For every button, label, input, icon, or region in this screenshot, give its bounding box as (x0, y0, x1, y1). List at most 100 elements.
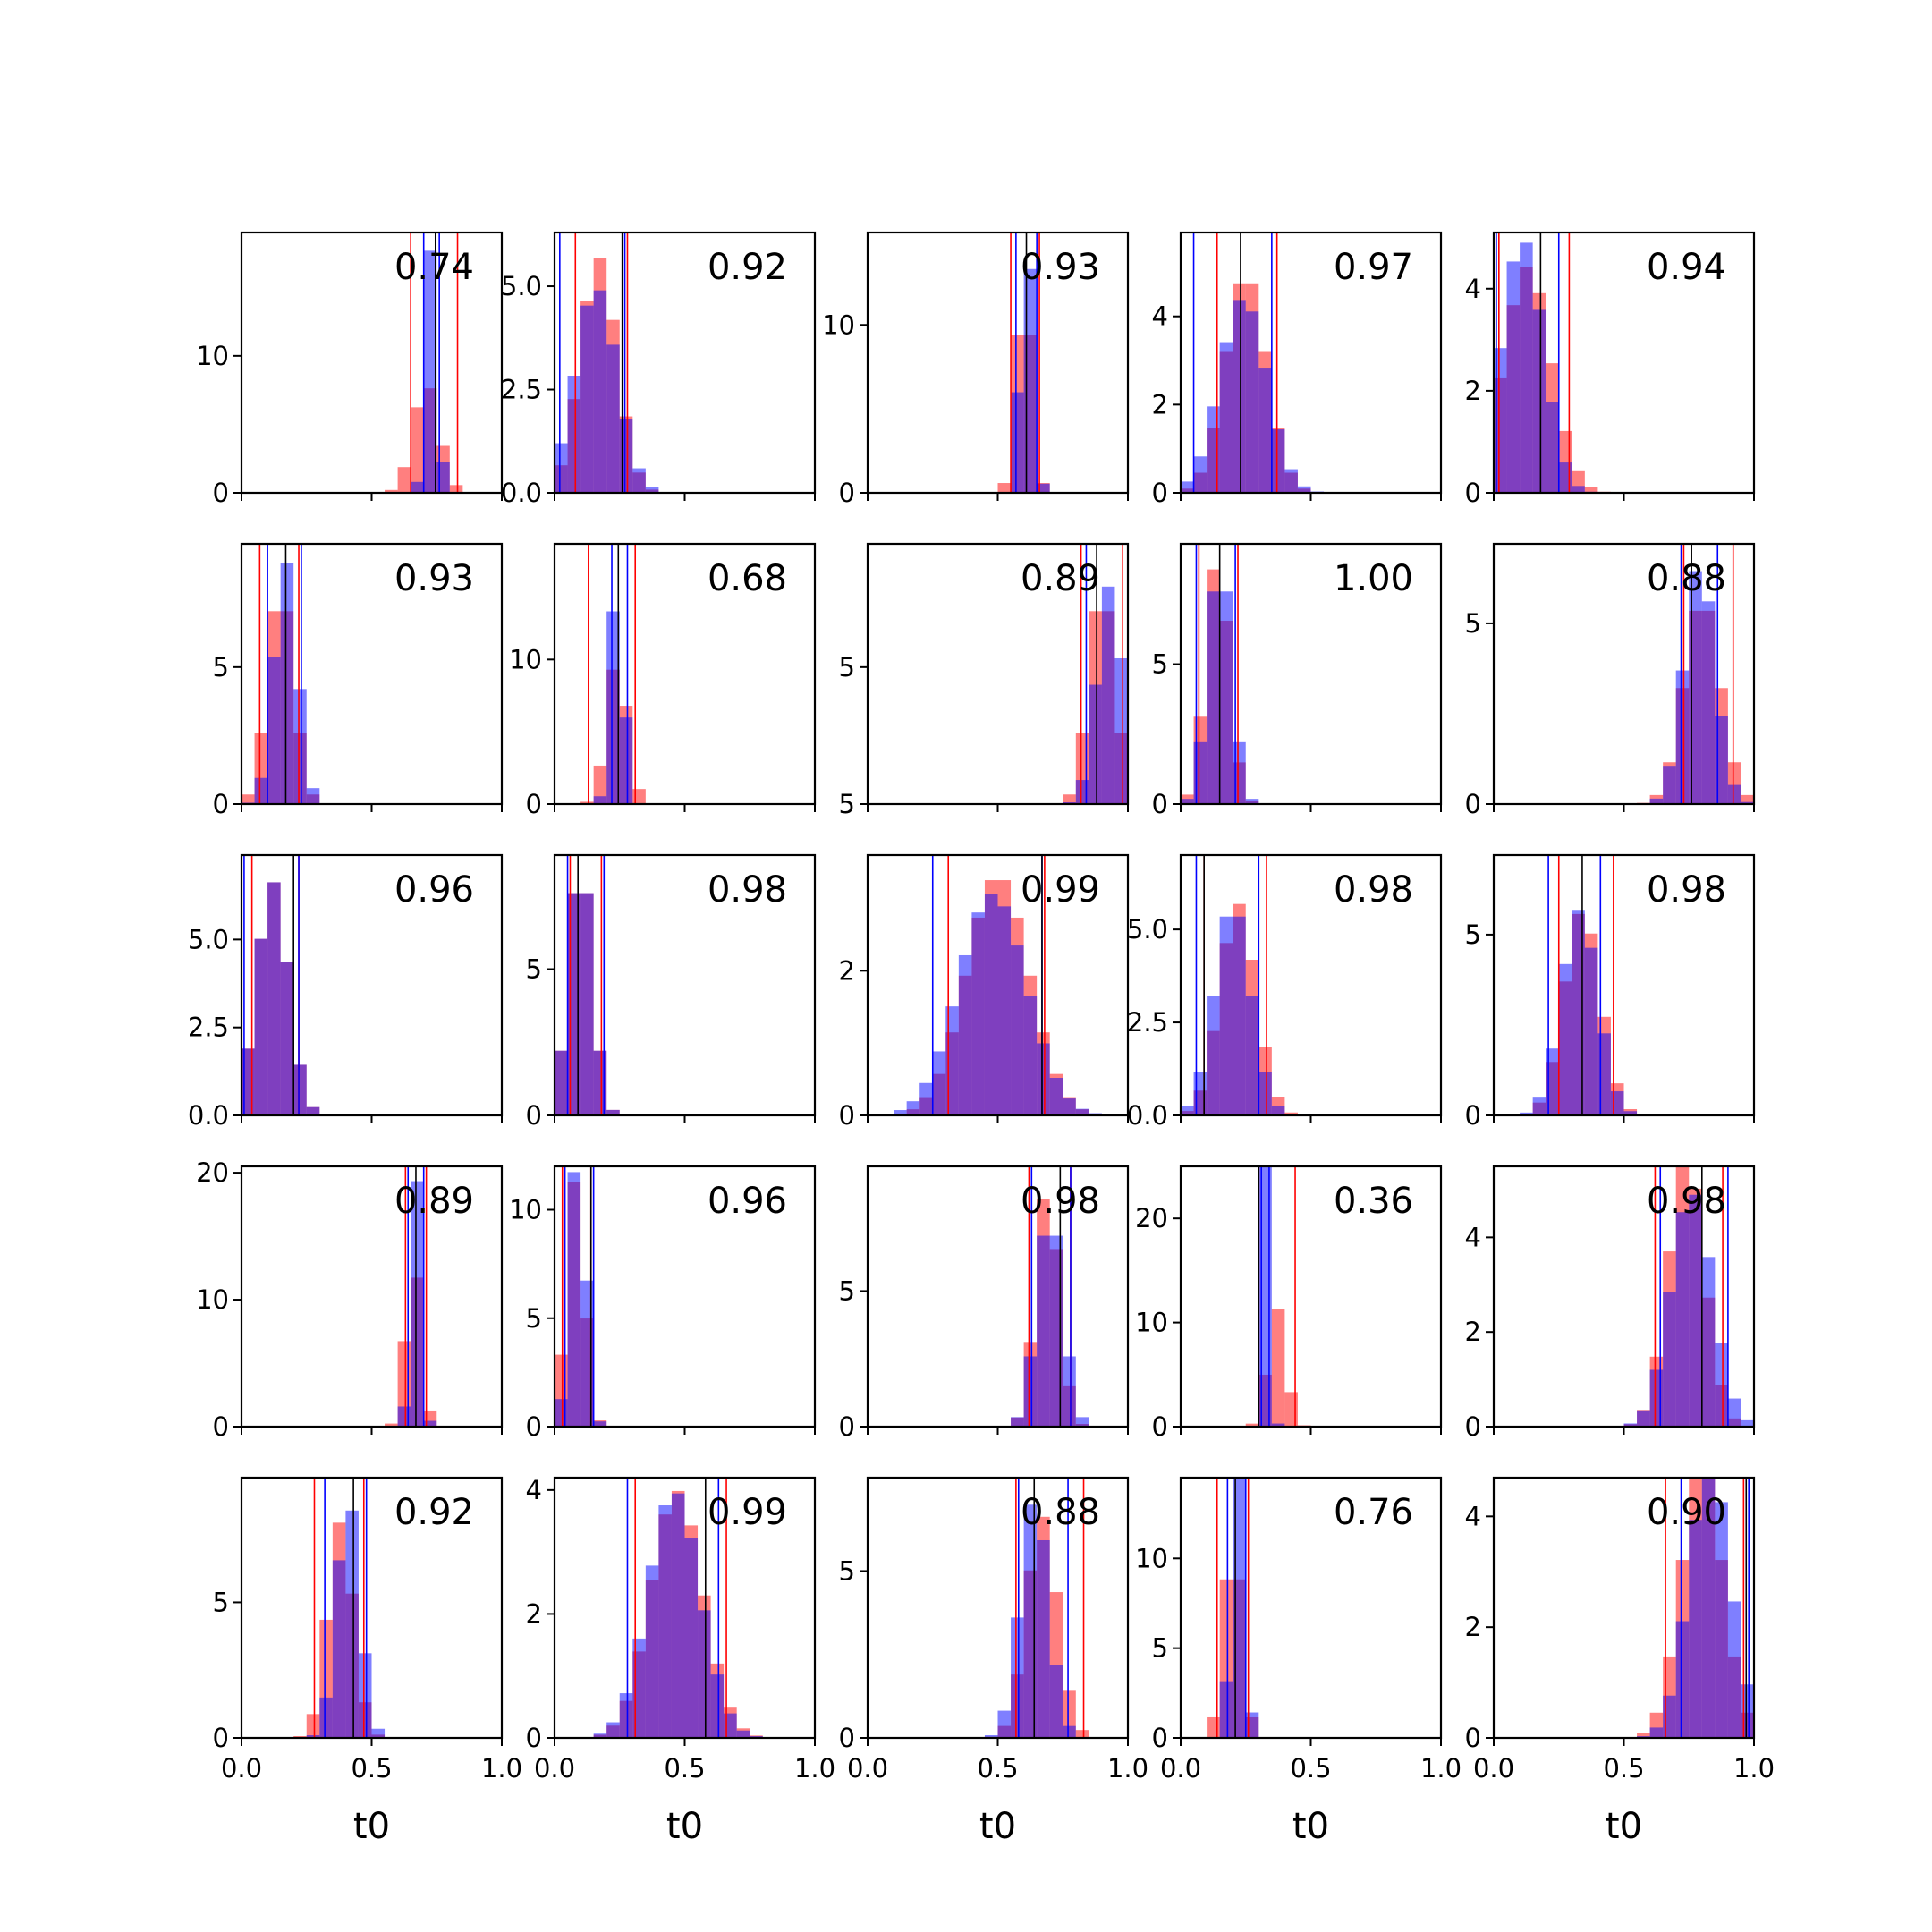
blue-histogram-bar (1520, 1112, 1533, 1115)
blue-histogram-bar (932, 1051, 946, 1115)
blue-histogram-bar (423, 1420, 437, 1427)
red-histogram-bar (997, 483, 1012, 493)
subplot-r4-c2: 0 5 10 0.96 (509, 1165, 817, 1442)
blue-histogram-bar (1271, 1106, 1285, 1115)
blue-histogram-bar (1075, 1417, 1089, 1427)
blue-histogram-bar (306, 788, 320, 804)
blue-histogram-bar (606, 1109, 620, 1115)
blue-histogram-bar (984, 894, 998, 1115)
blue-histogram-bar (1023, 1356, 1038, 1427)
x-tick-label: 0.5 (977, 1753, 1018, 1784)
subplot-r3-c3: 020.99 (839, 853, 1130, 1131)
coverage-score: 0.98 (1647, 869, 1726, 911)
blue-histogram-bar (1101, 586, 1115, 804)
blue-histogram-bar (684, 1538, 699, 1738)
x-tick-label: 0.5 (1290, 1753, 1331, 1784)
blue-histogram-bar (1727, 1601, 1741, 1738)
x-axis-label: t0 (979, 1806, 1016, 1847)
coverage-score: 0.98 (1021, 1181, 1100, 1222)
blue-histogram-bar (1297, 486, 1311, 493)
y-tick-label: 0 (1465, 478, 1481, 508)
red-histogram-bar (580, 801, 594, 804)
red-histogram-bar (1584, 487, 1598, 493)
y-tick-label: 0 (1465, 789, 1481, 819)
y-tick-label: 2 (1465, 1317, 1481, 1347)
blue-histogram-bar (293, 689, 307, 804)
blue-histogram-bar (1701, 1257, 1716, 1427)
y-tick-label: 5 (1465, 919, 1481, 950)
blue-histogram-bar (1637, 1410, 1650, 1427)
blue-histogram-bar (1011, 945, 1024, 1115)
y-tick-label: 0 (1465, 1411, 1481, 1442)
y-tick-label: 5 (839, 1275, 855, 1306)
blue-histogram-bar (593, 1421, 607, 1427)
blue-histogram-bar (1284, 469, 1298, 493)
subplot-r1-c4: 0 2 4 0.97 (1152, 231, 1443, 508)
blue-histogram-bar (984, 1734, 998, 1738)
blue-histogram-bar (1245, 996, 1259, 1115)
red-histogram-bar (449, 485, 463, 493)
coverage-score: 0.76 (1334, 1492, 1413, 1533)
x-tick-label: 1.0 (794, 1753, 835, 1784)
blue-histogram-bar (1715, 1502, 1728, 1738)
x-tick-label: 0.0 (221, 1753, 262, 1784)
y-tick-label: 0 (839, 1100, 855, 1131)
blue-histogram-bar (1207, 996, 1220, 1115)
x-tick-label: 1.0 (1420, 1753, 1462, 1784)
y-tick-label: 2 (839, 955, 855, 986)
red-histogram-bar (593, 765, 607, 804)
y-tick-label: 2 (1465, 1612, 1481, 1642)
blue-histogram-bar (306, 1106, 320, 1115)
x-axis-label: t0 (1292, 1806, 1329, 1847)
blue-histogram-bar (1063, 1098, 1076, 1115)
blue-histogram-bar (1219, 591, 1233, 804)
blue-histogram-bar (580, 893, 594, 1115)
blue-histogram-bar (1546, 402, 1559, 493)
coverage-score: 0.89 (394, 1181, 474, 1222)
red-histogram-bar (1637, 1733, 1650, 1738)
coverage-score: 0.98 (1334, 869, 1413, 911)
blue-histogram-bar (1572, 486, 1585, 493)
y-tick-label: 2.5 (1127, 1007, 1168, 1038)
blue-histogram-bar (1741, 1419, 1754, 1427)
y-tick-label: 5 (1152, 1633, 1168, 1664)
blue-histogram-bar (606, 611, 620, 804)
subplot-r3-c5: 050.98 (1465, 853, 1756, 1131)
subplot-r4-c4: 0 10 20 0.36 (1135, 1165, 1443, 1442)
blue-histogram-bar (1207, 591, 1220, 804)
coverage-score: 0.36 (1334, 1181, 1413, 1222)
y-tick-label: 0.0 (501, 478, 542, 508)
blue-histogram-bar (555, 1050, 568, 1115)
y-tick-label: 0 (213, 789, 229, 819)
blue-histogram-bar (906, 1101, 920, 1115)
coverage-score: 0.93 (1021, 247, 1100, 288)
subplot-r4-c1: 0 10 20 0.89 (196, 1157, 504, 1442)
blue-histogram-bar (280, 962, 294, 1115)
blue-histogram-bar (411, 1181, 424, 1427)
x-tick-label: 0.5 (351, 1753, 392, 1784)
blue-histogram-bar (293, 1064, 307, 1115)
subplot-r4-c3: 050.98 (839, 1165, 1130, 1442)
blue-histogram-bar (958, 954, 972, 1115)
blue-histogram-bar (1075, 1108, 1089, 1115)
blue-histogram-bar (619, 717, 633, 804)
y-tick-label: 5 (839, 652, 855, 682)
blue-histogram-bar (1063, 1356, 1076, 1427)
subplot-r1-c1: 0 10 0.74 (196, 231, 504, 508)
blue-histogram-bar (1715, 1343, 1728, 1427)
blue-histogram-bar (254, 777, 268, 804)
blue-histogram-bar (997, 1710, 1012, 1738)
y-tick-label: 5.0 (501, 271, 542, 301)
red-histogram-bar (1245, 1423, 1259, 1427)
blue-histogram-bar (1558, 963, 1572, 1115)
y-tick-label: 10 (1135, 1308, 1168, 1338)
blue-histogram-bar (1271, 429, 1285, 493)
y-tick-label: 10 (822, 309, 855, 340)
y-tick-label: 5 (839, 789, 855, 819)
blue-histogram-bar (606, 1722, 620, 1738)
coverage-score: 1.00 (1334, 558, 1413, 599)
x-tick-label: 0.0 (1160, 1753, 1201, 1784)
y-tick-label: 5 (526, 1303, 542, 1334)
subplot-r3-c2: 050.98 (526, 853, 817, 1131)
y-tick-label: 10 (509, 644, 542, 674)
